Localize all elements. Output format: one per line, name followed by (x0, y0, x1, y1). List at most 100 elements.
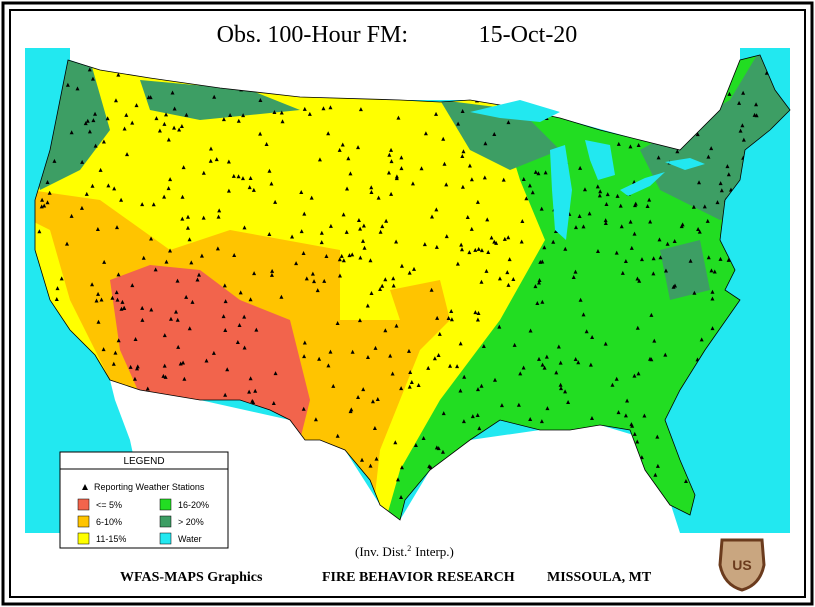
station (302, 211, 307, 216)
lakes (470, 100, 705, 240)
station (528, 417, 533, 422)
station (718, 181, 723, 186)
station (506, 120, 511, 125)
station (706, 255, 711, 260)
station (697, 180, 702, 185)
station (651, 256, 656, 261)
station (658, 255, 663, 260)
station (603, 341, 608, 346)
station (162, 363, 167, 368)
station (475, 413, 480, 418)
station (221, 314, 226, 319)
station (605, 192, 610, 197)
station (114, 290, 119, 295)
station (130, 283, 135, 288)
footer-left: WFAS-MAPS Graphics (120, 570, 263, 585)
station (697, 229, 702, 234)
station (380, 224, 385, 229)
station (476, 246, 481, 251)
station (369, 290, 374, 295)
station (328, 105, 333, 110)
station (406, 348, 411, 353)
station (635, 439, 640, 444)
station (699, 337, 704, 342)
station (252, 271, 257, 276)
station (435, 315, 440, 320)
station (368, 258, 373, 263)
station (629, 422, 634, 427)
station (290, 234, 295, 239)
footer-right: MISSOULA, MT (547, 570, 652, 585)
station (475, 317, 480, 322)
station (133, 336, 138, 341)
station (337, 257, 342, 262)
station (399, 465, 404, 470)
legend-items: <= 5% 6-10% 11-15% 16-20% > 20% Water (77, 498, 209, 545)
station (691, 204, 696, 209)
station (321, 106, 326, 111)
legend-label: 6-10% (96, 517, 122, 527)
station (326, 363, 331, 368)
station (554, 370, 559, 375)
station (702, 204, 707, 209)
station (384, 218, 389, 223)
station (497, 276, 502, 281)
station (112, 186, 117, 191)
station (416, 383, 421, 388)
station (269, 181, 274, 186)
station (370, 399, 375, 404)
station (181, 165, 186, 170)
station (460, 247, 465, 252)
station (444, 182, 449, 187)
station (409, 380, 414, 385)
station (328, 223, 333, 228)
station (80, 159, 85, 164)
station (307, 111, 312, 116)
station (390, 371, 395, 376)
station (201, 215, 206, 220)
station (168, 248, 173, 253)
station (436, 446, 441, 451)
station (373, 345, 378, 350)
station (449, 317, 454, 322)
station (399, 494, 404, 499)
station (680, 222, 685, 227)
station (535, 301, 540, 306)
station (79, 205, 84, 210)
canada (70, 48, 740, 150)
station (481, 343, 486, 348)
station (45, 180, 50, 185)
station (130, 120, 135, 125)
station (99, 297, 104, 302)
station (467, 250, 472, 255)
station (518, 371, 523, 376)
station (741, 90, 746, 95)
station (236, 118, 241, 123)
station (124, 112, 129, 117)
station (542, 245, 547, 250)
footer-center: FIRE BEHAVIOR RESEARCH (322, 570, 515, 585)
station (166, 137, 171, 142)
note-superscript: 2 (407, 544, 411, 553)
station (539, 419, 544, 424)
station (649, 312, 654, 317)
station (368, 463, 373, 468)
station (563, 246, 568, 251)
station (212, 94, 217, 99)
lake (665, 158, 705, 170)
station (365, 303, 370, 308)
station (537, 356, 542, 361)
station (42, 203, 47, 208)
station (655, 434, 660, 439)
station (175, 278, 180, 283)
station (614, 250, 619, 255)
station (238, 290, 243, 295)
station (469, 177, 474, 182)
station (710, 296, 715, 301)
station (616, 141, 621, 146)
station (651, 271, 656, 276)
station (473, 310, 478, 315)
station (588, 362, 593, 367)
station (632, 231, 637, 236)
zone (140, 80, 300, 120)
